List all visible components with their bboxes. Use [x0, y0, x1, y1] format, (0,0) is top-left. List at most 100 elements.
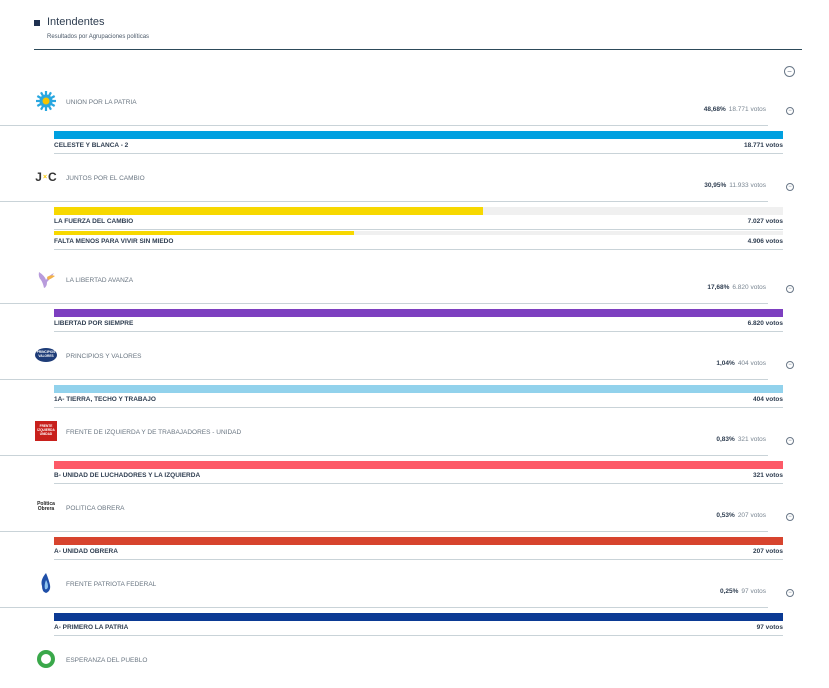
list-bar-fill	[54, 385, 783, 393]
header-square-icon	[34, 20, 40, 26]
collapse-minus-icon[interactable]: −	[786, 361, 794, 369]
header-divider	[34, 49, 802, 50]
politica-obrera-logo: Política Obrera	[37, 500, 55, 512]
party-votes: 11.933 votos	[729, 182, 766, 189]
list-bar-track	[54, 385, 783, 393]
party-name: UNION POR LA PATRIA	[66, 99, 137, 106]
party-row[interactable]: UNION POR LA PATRIA 48,68% 18.771 votos −	[34, 90, 802, 130]
list-votes: 207 votos	[753, 548, 783, 555]
party-name: FRENTE PATRIOTA FEDERAL	[66, 581, 157, 588]
party-row[interactable]: ESPERANZA DEL PUEBLO	[34, 648, 802, 688]
list-bar-track	[54, 207, 783, 215]
party-name: ESPERANZA DEL PUEBLO	[66, 657, 148, 664]
list-votes: 4.906 votos	[747, 238, 783, 245]
party-row[interactable]: PRINCIPIOS VALORES PRINCIPIOS Y VALORES 1,…	[34, 344, 802, 384]
list-row: A- PRIMERO LA PATRIA 97 votos	[54, 613, 783, 637]
list-name: 1A- TIERRA, TECHO Y TRABAJO	[54, 396, 156, 403]
party-votes: 321 votos	[737, 436, 766, 443]
list-bar-fill	[54, 131, 783, 139]
party-row[interactable]: LA LIBERTAD AVANZA 17,68% 6.820 votos −	[34, 268, 802, 308]
collapse-minus-icon[interactable]: −	[786, 183, 794, 191]
list-divider	[54, 483, 783, 484]
list-divider	[54, 331, 783, 332]
list-bar-fill	[54, 207, 484, 215]
list-name: A- UNIDAD OBRERA	[54, 548, 118, 555]
party-row[interactable]: FRENTE IZQUIERDA UNIDAD FRENTE DE IZQUIER…	[34, 420, 802, 460]
list-row: FALTA MENOS PARA VIVIR SIN MIEDO 4.906 vo…	[54, 231, 783, 255]
party-name: POLITICA OBRERA	[66, 505, 125, 512]
party-stats: 1,04% 404 votos	[716, 360, 766, 367]
page-title: Intendentes	[47, 16, 105, 28]
lla-lion-logo	[34, 268, 58, 290]
list-votes: 18.771 votos	[743, 142, 783, 149]
list-row: A- UNIDAD OBRERA 207 votos	[54, 537, 783, 561]
collapse-minus-icon[interactable]: −	[786, 513, 794, 521]
list-bar-fill	[54, 309, 783, 317]
list-bar-fill	[54, 537, 783, 545]
list-votes: 404 votos	[753, 396, 783, 403]
party-row[interactable]: Política Obrera POLITICA OBRERA 0,53% 207 v…	[34, 496, 802, 536]
list-votes: 6.820 votos	[747, 320, 783, 327]
list-name: A- PRIMERO LA PATRIA	[54, 624, 129, 631]
collapse-minus-icon[interactable]: −	[786, 285, 794, 293]
party-votes: 97 votos	[741, 588, 766, 595]
list-bar-fill	[54, 461, 783, 469]
list-divider	[54, 559, 783, 560]
list-divider	[54, 153, 783, 154]
party-divider	[0, 531, 768, 532]
list-row: LIBERTAD POR SIEMPRE 6.820 votos	[54, 309, 783, 333]
party-percentage: 0,83%	[716, 436, 735, 443]
party-divider	[0, 125, 768, 126]
party-percentage: 30,95%	[704, 182, 727, 189]
principios-valores-logo: PRINCIPIOS VALORES	[34, 344, 58, 366]
list-votes: 97 votos	[756, 624, 783, 631]
list-row: B- UNIDAD DE LUCHADORES Y LA IZQUIERDA 32…	[54, 461, 783, 485]
collapse-all-icon[interactable]: −	[784, 66, 795, 77]
collapse-minus-icon[interactable]: −	[786, 589, 794, 597]
list-divider	[54, 635, 783, 636]
list-bar-track	[54, 461, 783, 469]
list-row: CELESTE Y BLANCA - 2 18.771 votos	[54, 131, 783, 155]
list-bar-track	[54, 231, 783, 235]
party-stats: 48,68% 18.771 votos	[704, 106, 766, 113]
party-stats: 17,68% 6.820 votos	[707, 284, 766, 291]
list-divider	[54, 229, 783, 230]
party-votes: 6.820 votos	[732, 284, 766, 291]
party-divider	[0, 379, 768, 380]
list-bar-track	[54, 309, 783, 317]
list-bar-fill	[54, 231, 354, 235]
list-row: LA FUERZA DEL CAMBIO 7.027 votos	[54, 207, 783, 231]
list-bar-fill	[54, 613, 783, 621]
party-percentage: 0,53%	[716, 512, 735, 519]
list-name: LA FUERZA DEL CAMBIO	[54, 218, 134, 225]
list-divider	[54, 407, 783, 408]
party-name: LA LIBERTAD AVANZA	[66, 277, 134, 284]
party-divider	[0, 303, 768, 304]
party-percentage: 0,25%	[719, 588, 739, 595]
list-name: LIBERTAD POR SIEMPRE	[54, 320, 134, 327]
party-stats: 0,53% 207 votos	[716, 512, 766, 519]
collapse-minus-icon[interactable]: −	[786, 107, 794, 115]
party-votes: 18.771 votos	[728, 106, 766, 113]
party-percentage: 48,68%	[703, 106, 726, 113]
party-name: PRINCIPIOS Y VALORES	[66, 353, 142, 360]
party-name: FRENTE DE IZQUIERDA Y DE TRABAJADORES - …	[66, 429, 242, 436]
esperanza-logo	[34, 648, 58, 670]
list-votes: 321 votos	[753, 472, 783, 479]
party-divider	[0, 607, 768, 608]
fit-logo: FRENTE IZQUIERDA UNIDAD	[34, 420, 58, 442]
list-votes: 7.027 votos	[747, 218, 783, 225]
party-votes: 207 votos	[737, 512, 766, 519]
list-name: CELESTE Y BLANCA - 2	[54, 142, 129, 149]
list-bar-track	[54, 537, 783, 545]
party-percentage: 17,68%	[707, 284, 730, 291]
collapse-minus-icon[interactable]: −	[786, 437, 794, 445]
list-bar-track	[54, 131, 783, 139]
fpf-flame-logo	[34, 572, 58, 594]
party-divider	[0, 455, 768, 456]
list-divider	[54, 249, 783, 250]
party-row[interactable]: FRENTE PATRIOTA FEDERAL 0,25% 97 votos −	[34, 572, 802, 612]
party-row[interactable]: J × C JUNTOS POR EL CAMBIO 30,95% 11.933 voto…	[34, 166, 802, 206]
page-subtitle: Resultados por Agrupaciones políticas	[47, 34, 150, 40]
list-name: B- UNIDAD DE LUCHADORES Y LA IZQUIERDA	[54, 472, 201, 479]
